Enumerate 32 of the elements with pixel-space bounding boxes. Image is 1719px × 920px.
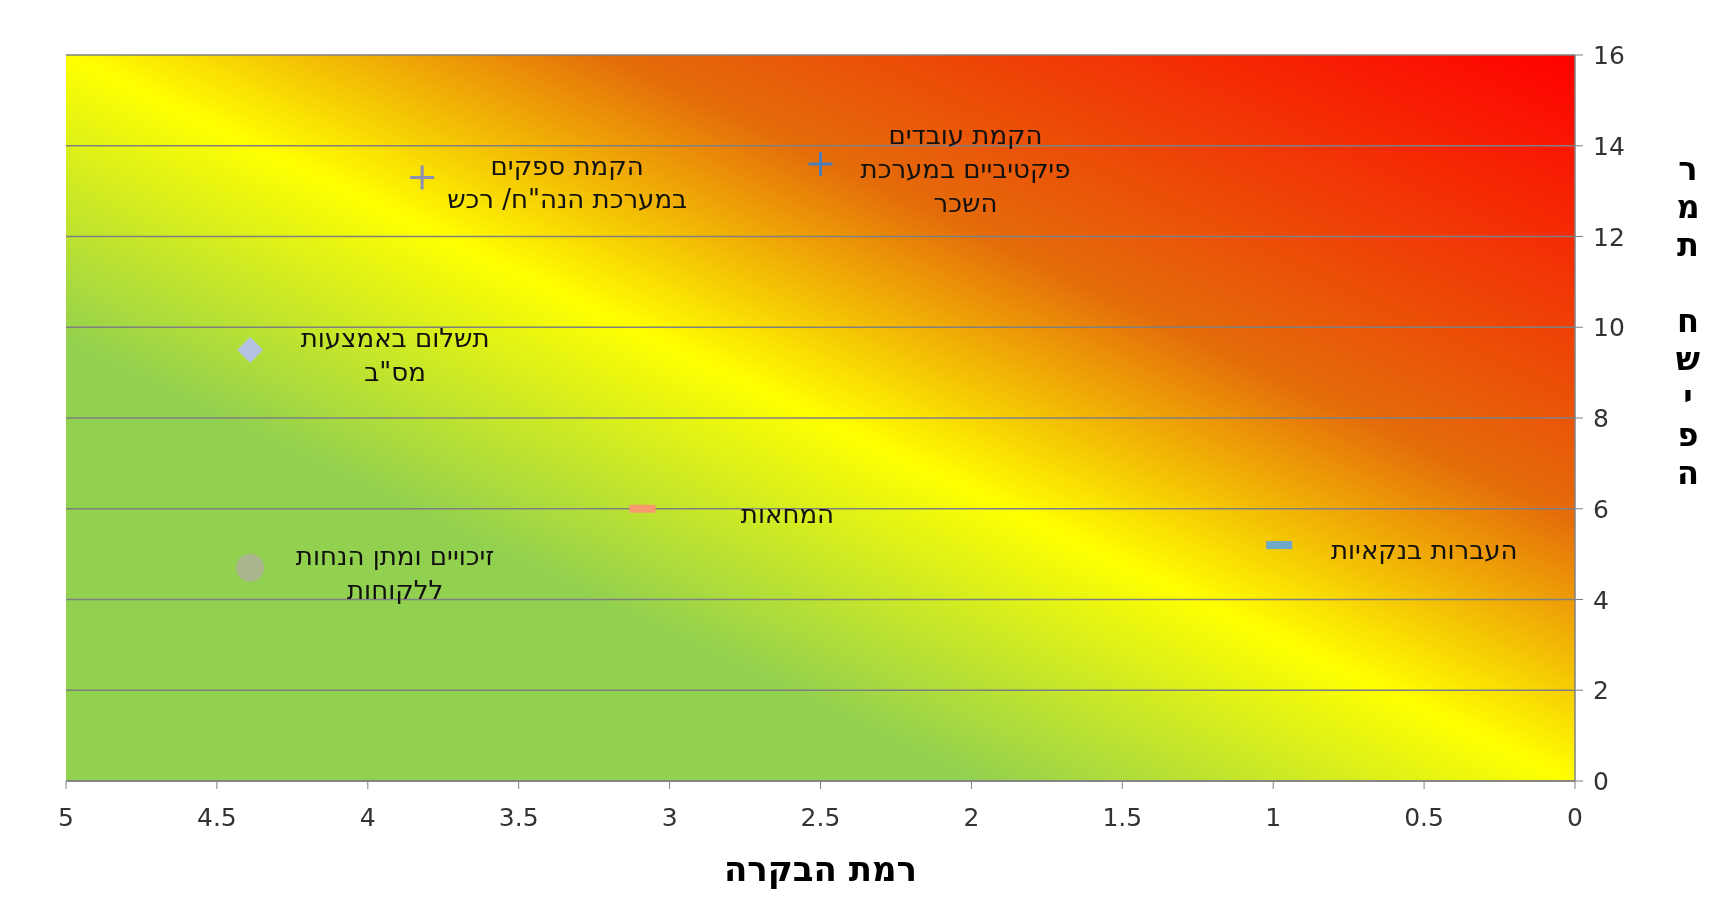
x-tick-label: 2 <box>963 803 980 832</box>
y-tick-label: 8 <box>1593 404 1609 433</box>
x-tick-label: 1 <box>1265 803 1282 832</box>
x-tick-label: 4.5 <box>197 803 237 832</box>
y-tick-label: 12 <box>1593 222 1625 252</box>
x-tick-label: 1.5 <box>1102 803 1143 832</box>
y-tick-label: 2 <box>1593 676 1609 706</box>
text: המחאות <box>739 497 836 531</box>
point <box>236 553 265 582</box>
series-label: הקמת ספקים במערכת הנה"ח/ רכש <box>446 149 689 217</box>
series-label: העברות בנקאיות <box>1329 534 1519 568</box>
x-tick-label: 0 <box>1567 803 1583 832</box>
x-tick-label: 5 <box>58 803 74 832</box>
y-tick-label: 0 <box>1593 767 1609 796</box>
y-tick-label: 4 <box>1593 585 1609 615</box>
y-tick-label: 6 <box>1593 494 1609 524</box>
x-tick-label: 2.5 <box>800 803 841 832</box>
y-axis-title: רמת חשיפה <box>1669 150 1707 492</box>
point <box>808 151 833 176</box>
x-tick-label: 3.5 <box>498 803 539 832</box>
series-label: תשלום באמצעות מס"ב <box>299 321 491 389</box>
series-label: זיכויים ומתן הנחות ללקוחות <box>294 539 496 607</box>
series-label: הקמת עובדים פיקטיביים במערכת השכר <box>859 119 1072 220</box>
x-tick-label: 0.5 <box>1404 803 1444 832</box>
y-tick-label: 16 <box>1593 41 1625 70</box>
y-tick-label: 10 <box>1593 313 1625 343</box>
x-tick-label: 4 <box>359 803 376 832</box>
y-tick-label: 14 <box>1593 131 1625 161</box>
x-axis-title: רמת הבקרה <box>722 849 919 889</box>
point <box>237 336 264 363</box>
point <box>410 165 435 190</box>
x-tick-label: 3 <box>661 803 678 832</box>
